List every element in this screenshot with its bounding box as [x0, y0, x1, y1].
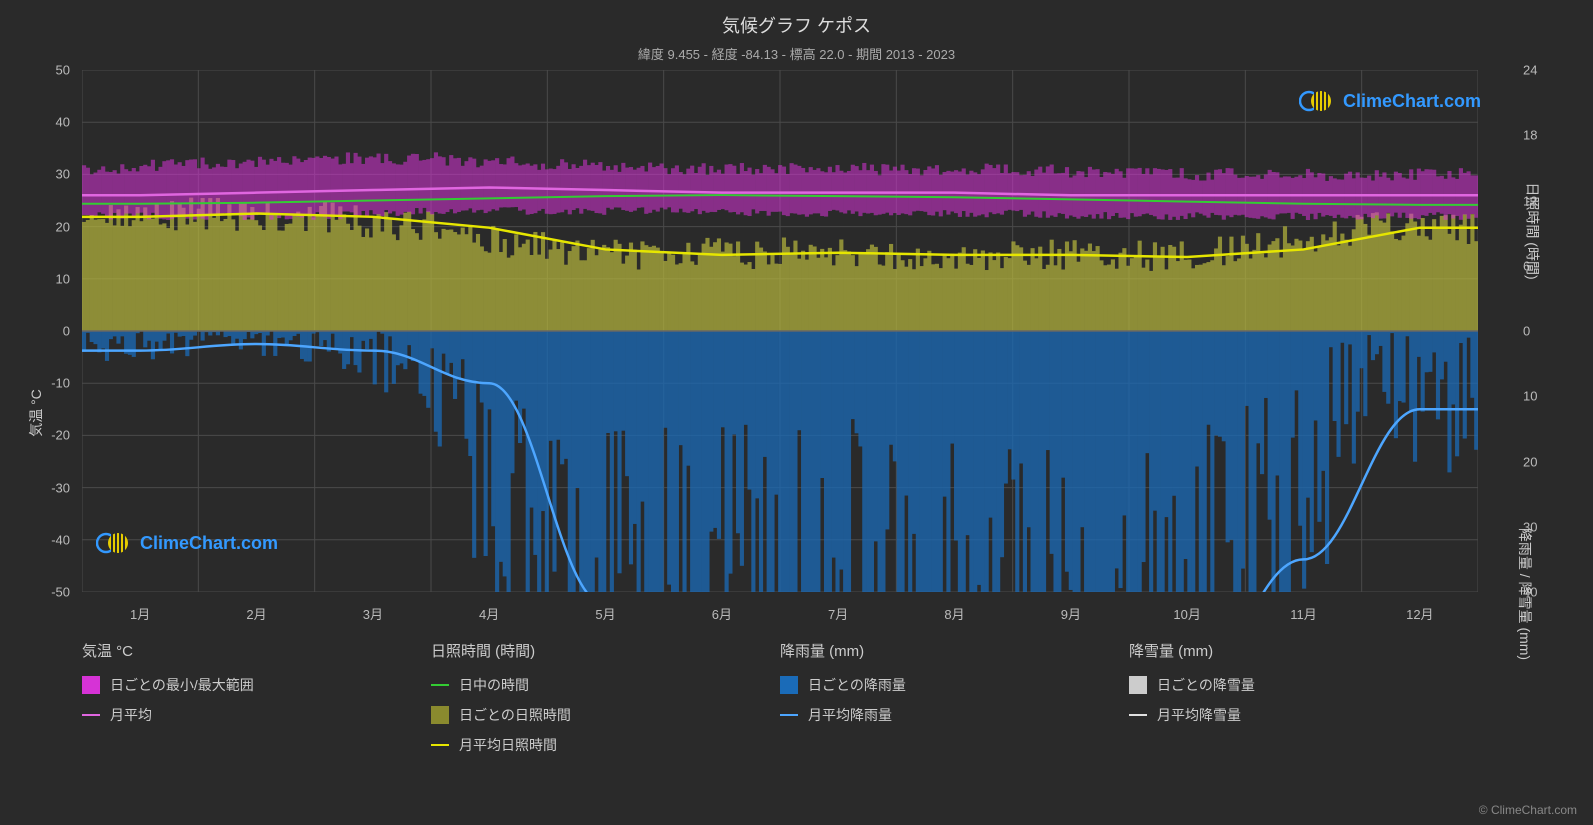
y-axis-right-top-label: 日照時間 (時間) — [1522, 182, 1542, 279]
x-tick: 11月 — [1290, 604, 1317, 623]
climate-chart-container: 気候グラフ ケポス 緯度 9.455 - 経度 -84.13 - 標高 22.0… — [0, 0, 1593, 825]
climechart-logo-icon — [1299, 88, 1335, 114]
x-tick: 12月 — [1406, 604, 1433, 623]
legend-item: 日ごとの日照時間 — [431, 705, 780, 725]
legend-header: 降雨量 (mm) — [780, 640, 1129, 661]
legend-label: 日ごとの降雨量 — [808, 675, 906, 695]
x-tick: 6月 — [712, 604, 732, 623]
legend-label: 日ごとの降雪量 — [1157, 675, 1255, 695]
legend-label: 日ごとの最小/最大範囲 — [110, 675, 254, 695]
legend-column-snow: 降雪量 (mm) 日ごとの降雪量月平均降雪量 — [1129, 640, 1478, 755]
y-left-tick: -40 — [51, 532, 70, 547]
x-tick: 5月 — [595, 604, 615, 623]
legend-swatch-icon — [780, 676, 798, 694]
y-left-tick: -30 — [51, 480, 70, 495]
legend-column-temp: 気温 °C 日ごとの最小/最大範囲月平均 — [82, 640, 431, 755]
x-tick: 2月 — [246, 604, 266, 623]
legend-item: 月平均降雪量 — [1129, 705, 1478, 725]
legend-item: 日ごとの降雨量 — [780, 675, 1129, 695]
legend-line-icon — [780, 714, 798, 716]
legend-swatch-icon — [82, 676, 100, 694]
legend-header: 気温 °C — [82, 640, 431, 661]
legend-label: 日ごとの日照時間 — [459, 705, 571, 725]
legend-label: 日中の時間 — [459, 675, 529, 695]
legend-item: 月平均 — [82, 705, 431, 725]
legend-line-icon — [431, 684, 449, 686]
legend-header: 降雪量 (mm) — [1129, 640, 1478, 661]
legend-header: 日照時間 (時間) — [431, 640, 780, 661]
legend-label: 月平均日照時間 — [459, 735, 557, 755]
y-left-tick: -20 — [51, 428, 70, 443]
x-tick: 4月 — [479, 604, 499, 623]
legend-item: 月平均日照時間 — [431, 735, 780, 755]
y-right-tick: 0 — [1523, 324, 1530, 339]
chart-title: 気候グラフ ケポス — [0, 0, 1593, 38]
legend-swatch-icon — [1129, 676, 1147, 694]
footer-copyright: © ClimeChart.com — [1479, 803, 1577, 817]
legend-item: 月平均降雨量 — [780, 705, 1129, 725]
y-left-tick: -10 — [51, 376, 70, 391]
x-tick: 7月 — [828, 604, 848, 623]
y-right-tick: 20 — [1523, 454, 1537, 469]
y-left-tick: 0 — [63, 324, 70, 339]
y-axis-right-bottom-label: 降雨量 / 降雪量 (mm) — [1515, 528, 1535, 660]
y-left-tick: 10 — [56, 271, 70, 286]
chart-subtitle: 緯度 9.455 - 経度 -84.13 - 標高 22.0 - 期間 2013… — [0, 38, 1593, 63]
legend-item: 日ごとの最小/最大範囲 — [82, 675, 431, 695]
x-tick: 9月 — [1061, 604, 1081, 623]
legend-label: 月平均降雨量 — [808, 705, 892, 725]
y-axis-left: 50403020100-10-20-30-40-50 — [0, 70, 78, 592]
legend-label: 月平均降雪量 — [1157, 705, 1241, 725]
legend-container: 気温 °C 日ごとの最小/最大範囲月平均 日照時間 (時間) 日中の時間日ごとの日照時… — [82, 640, 1478, 755]
y-left-tick: 30 — [56, 167, 70, 182]
x-axis: 1月 2月 3月 4月 5月 6月 7月 8月 9月 10月 11月 12月 — [82, 596, 1478, 626]
legend-item: 日中の時間 — [431, 675, 780, 695]
watermark-text: ClimeChart.com — [1343, 91, 1481, 112]
legend-column-rain: 降雨量 (mm) 日ごとの降雨量月平均降雨量 — [780, 640, 1129, 755]
legend-label: 月平均 — [110, 705, 152, 725]
watermark-text: ClimeChart.com — [140, 533, 278, 554]
y-right-tick: 18 — [1523, 128, 1537, 143]
y-left-tick: 40 — [56, 115, 70, 130]
legend-line-icon — [431, 744, 449, 746]
y-left-tick: -50 — [51, 585, 70, 600]
x-tick: 3月 — [363, 604, 383, 623]
watermark-bottom: ClimeChart.com — [96, 530, 278, 556]
y-axis-left-label: 気温 °C — [26, 389, 46, 437]
y-left-tick: 50 — [56, 63, 70, 78]
legend-column-sun: 日照時間 (時間) 日中の時間日ごとの日照時間月平均日照時間 — [431, 640, 780, 755]
y-right-tick: 10 — [1523, 389, 1537, 404]
x-tick: 10月 — [1173, 604, 1200, 623]
legend-line-icon — [1129, 714, 1147, 716]
y-right-tick: 24 — [1523, 63, 1537, 78]
plot-area — [82, 70, 1478, 592]
watermark-top: ClimeChart.com — [1299, 88, 1481, 114]
climechart-logo-icon — [96, 530, 132, 556]
y-left-tick: 20 — [56, 219, 70, 234]
x-tick: 1月 — [130, 604, 150, 623]
chart-svg — [82, 70, 1478, 592]
legend-swatch-icon — [431, 706, 449, 724]
legend-line-icon — [82, 714, 100, 716]
legend-item: 日ごとの降雪量 — [1129, 675, 1478, 695]
y-axis-right: 2418126010203040 — [1515, 70, 1593, 592]
x-tick: 8月 — [944, 604, 964, 623]
